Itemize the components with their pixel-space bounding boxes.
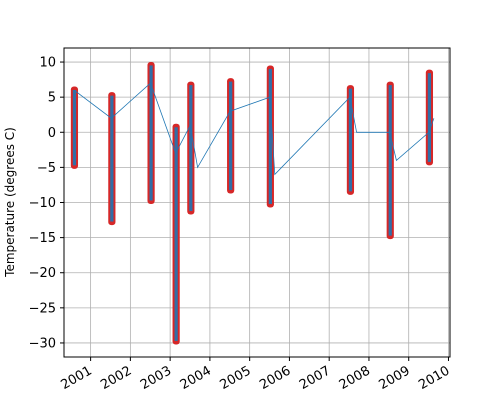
cluster-trace: [189, 85, 192, 211]
cluster-trace: [175, 127, 178, 341]
cluster-trace: [229, 82, 232, 190]
cluster: [173, 124, 180, 345]
cluster: [267, 65, 274, 207]
y-tick-label: −20: [29, 266, 56, 281]
x-tick-label: 2001: [58, 363, 94, 393]
cluster-trace: [269, 69, 272, 204]
cluster-trace: [110, 96, 113, 222]
cluster: [71, 87, 78, 169]
y-tick-label: 5: [48, 91, 56, 106]
x-tick-label: 2007: [297, 363, 333, 393]
y-tick-label: −25: [29, 301, 56, 316]
cluster-trace: [73, 90, 76, 165]
x-tick-label: 2002: [98, 363, 134, 393]
y-tick-label: 0: [48, 126, 56, 141]
y-tick-label: 10: [39, 56, 56, 71]
x-axis-ticks: 2001 2002 2003 2004 2005 2006 2007 2008 2009 2010: [58, 357, 452, 393]
x-tick-label: 2009: [377, 363, 413, 393]
cluster: [187, 82, 194, 215]
x-tick-label: 2005: [218, 363, 254, 393]
x-tick-label: 2003: [138, 363, 174, 393]
cluster-trace: [428, 73, 431, 162]
x-tick-label: 2004: [178, 363, 214, 393]
y-tick-label: −30: [29, 336, 56, 351]
cluster: [227, 78, 234, 193]
cluster: [426, 70, 433, 166]
x-tick-label: 2010: [416, 363, 452, 393]
cluster: [108, 92, 115, 225]
cluster: [147, 62, 154, 204]
x-tick-label: 2008: [337, 363, 373, 393]
cluster-trace: [389, 85, 392, 236]
y-tick-label: −10: [29, 196, 56, 211]
y-tick-label: −5: [37, 161, 56, 176]
y-axis-ticks: 10 5 0 −5 −10 −15 −20 −25 −30: [29, 56, 64, 352]
y-axis-label: Temperature (degrees C): [3, 127, 17, 278]
x-tick-label: 2006: [257, 363, 293, 393]
y-tick-label: −15: [29, 231, 56, 246]
cluster: [387, 82, 394, 240]
data-clusters: [71, 62, 433, 345]
